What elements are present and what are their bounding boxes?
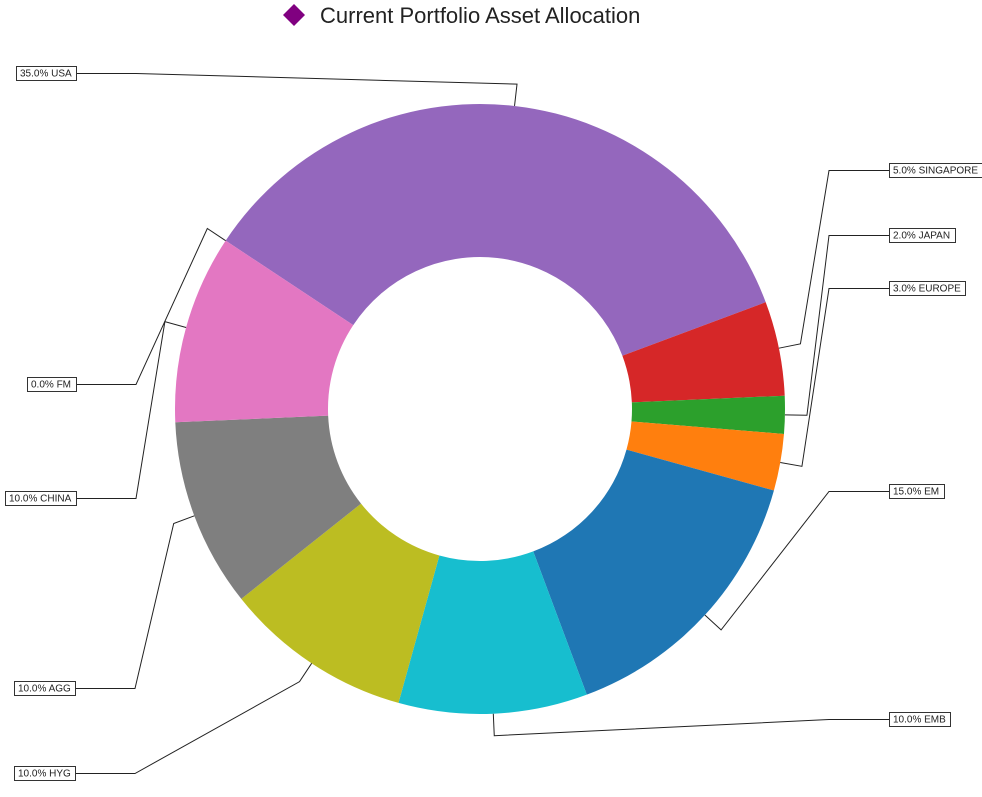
label-europe: 3.0% EUROPE (893, 284, 961, 295)
leader-singapore (778, 170, 889, 349)
chart-title: Current Portfolio Asset Allocation (320, 3, 641, 28)
slice-europe (626, 421, 784, 491)
chart-slices (175, 104, 785, 714)
label-box-china (5, 491, 77, 506)
leader-china (76, 320, 187, 499)
chart-leader-lines (75, 73, 889, 774)
label-emb: 10.0% EMB (893, 715, 946, 726)
label-box-fm (27, 377, 77, 392)
slice-hyg (241, 503, 440, 703)
label-hyg: 10.0% HYG (18, 769, 71, 780)
label-em: 15.0% EM (893, 487, 939, 498)
slice-em (533, 449, 774, 695)
label-box-singapore (889, 163, 982, 178)
label-box-agg (14, 681, 76, 696)
label-box-em (889, 484, 945, 499)
leader-europe (780, 288, 889, 467)
slice-usa (225, 104, 766, 356)
slice-japan (631, 395, 785, 434)
slice-emb (398, 551, 587, 714)
chart-title-row: Current Portfolio Asset Allocation (0, 0, 982, 32)
label-agg: 10.0% AGG (18, 684, 71, 695)
leader-fm (76, 227, 226, 385)
leader-emb (492, 713, 889, 737)
slice-singapore (622, 302, 785, 403)
chart-labels: 35.0% USA 5.0% SINGAPORE 2.0% JAPAN 3.0% EU… (5, 66, 982, 781)
label-box-emb (889, 712, 951, 727)
label-china: 10.0% CHINA (9, 494, 72, 505)
label-box-usa (16, 66, 77, 81)
label-box-europe (889, 281, 966, 296)
slice-agg (175, 415, 362, 599)
leader-japan (784, 235, 889, 416)
label-box-hyg (14, 766, 76, 781)
slice-china (175, 240, 354, 423)
label-japan: 2.0% JAPAN (893, 231, 950, 242)
leader-usa (76, 73, 518, 107)
label-box-japan (889, 228, 956, 243)
label-fm: 0.0% FM (31, 380, 71, 391)
label-usa: 35.0% USA (20, 69, 72, 80)
purple-diamond-icon (283, 4, 305, 26)
label-singapore: 5.0% SINGAPORE (893, 166, 978, 177)
leader-hyg (75, 663, 313, 774)
leader-agg (75, 515, 195, 689)
leader-em (704, 491, 889, 631)
